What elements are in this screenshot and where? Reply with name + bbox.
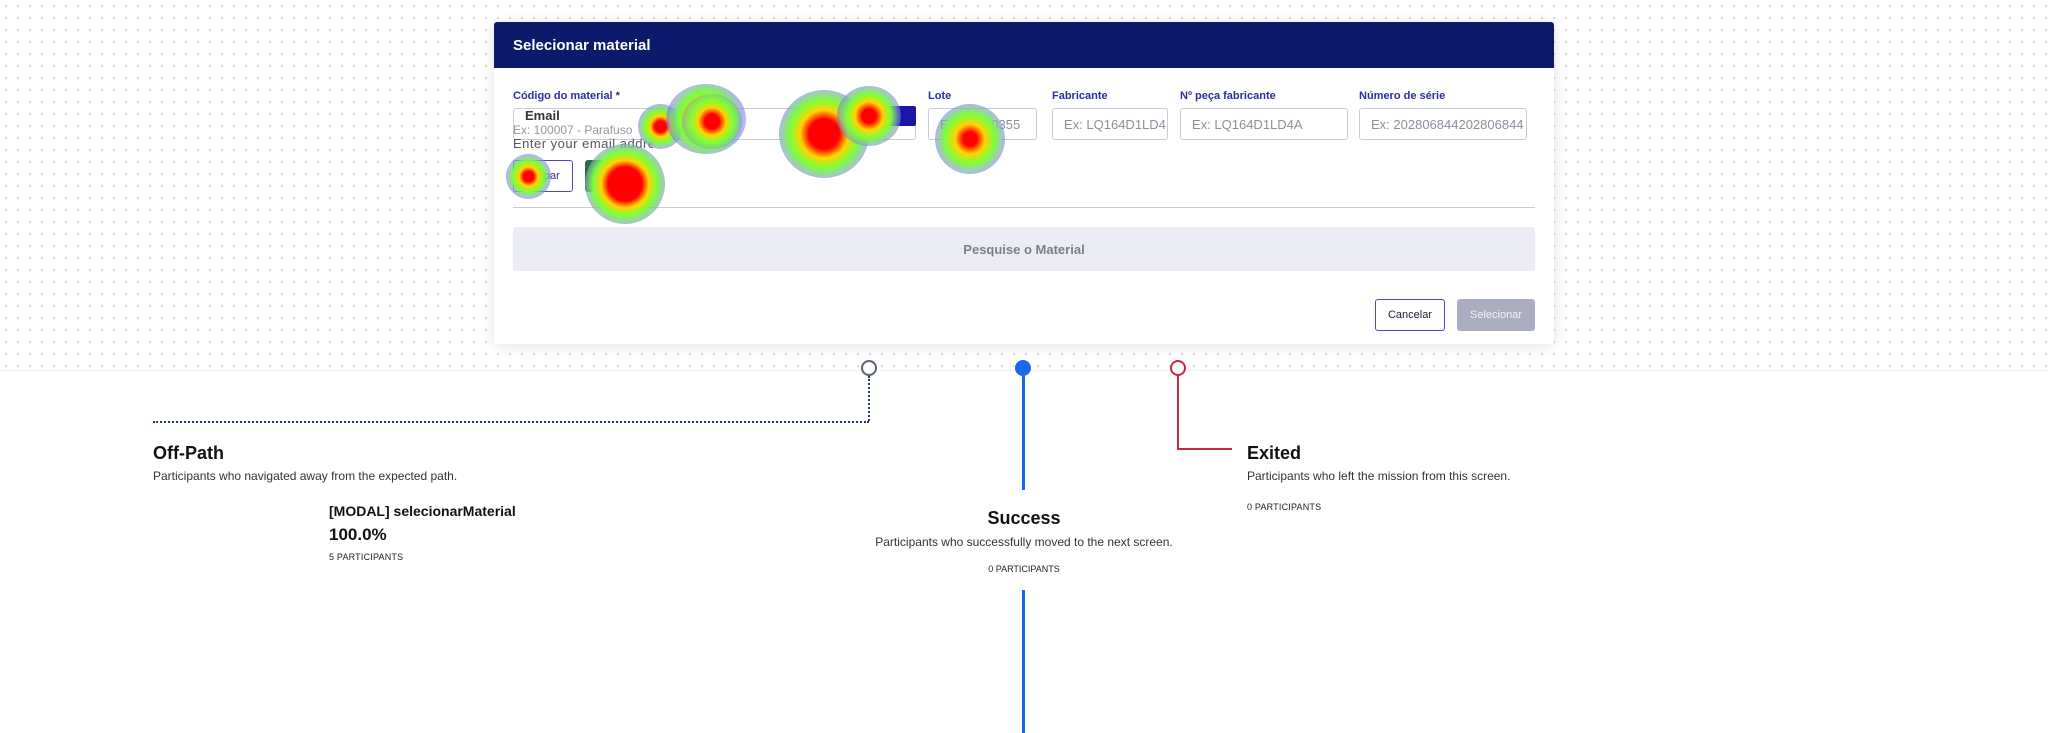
modal-header: Selecionar material [494, 22, 1554, 68]
lote-input[interactable]: Ex: 13260355 [928, 108, 1037, 140]
offpath-title: Off-Path [153, 443, 224, 463]
exited-description: Participants who left the mission from t… [1247, 469, 1511, 483]
exited-node[interactable] [1170, 360, 1186, 376]
search-message: Pesquise o Material [963, 241, 1085, 257]
modal-divider [513, 207, 1535, 208]
offpath-connector-vertical [868, 376, 870, 421]
exited-title: Exited [1247, 443, 1302, 463]
success-title: Success [987, 508, 1061, 528]
offpath-screen-name[interactable]: [MODAL] selecionarMaterial [329, 503, 516, 519]
modal-title: Selecionar material [513, 36, 651, 54]
fabricante-input[interactable]: Ex: LQ164D1LD4 [1052, 108, 1168, 140]
field-serie: Número de série Ex: 202806844202806844 [1359, 90, 1527, 140]
success-participants-row: 0 PARTICIPANTS [0, 564, 2048, 574]
success-connector [1022, 376, 1025, 490]
success-description: Participants who successfully moved to t… [875, 535, 1173, 549]
clear-button-label: Limpar [526, 170, 560, 182]
search-button-label: P [596, 170, 604, 182]
serie-label: Número de série [1359, 90, 1446, 102]
subscribe-button[interactable]: Subscribe [817, 106, 916, 126]
select-button-label: Selecionar [1470, 309, 1522, 321]
serie-input[interactable]: Ex: 202806844202806844 [1359, 108, 1527, 140]
select-button[interactable]: Selecionar [1457, 299, 1535, 331]
peca-label: Nº peça fabricante [1180, 90, 1276, 102]
search-button[interactable]: P [585, 160, 645, 192]
peca-input[interactable]: Ex: LQ164D1LD4A [1180, 108, 1348, 140]
cancel-button[interactable]: Cancelar [1375, 299, 1445, 331]
success-description-row: Participants who successfully moved to t… [0, 535, 2048, 549]
offpath-participants: 5 PARTICIPANTS [329, 552, 404, 562]
success-connector-lower [1022, 590, 1025, 733]
email-overlay-label: Email [525, 108, 560, 123]
lote-label: Lote [928, 90, 952, 102]
field-lote: Lote Ex: 13260355 [928, 90, 1037, 140]
fabricante-label: Fabricante [1052, 90, 1108, 102]
exited-connector-horizontal [1177, 448, 1232, 450]
offpath-connector-horizontal [153, 421, 869, 423]
success-participants: 0 PARTICIPANTS [988, 564, 1060, 574]
offpath-percent: 100.0% [329, 525, 387, 544]
codigo-label: Código do material * [513, 90, 620, 102]
search-results-placeholder: Pesquise o Material [513, 227, 1535, 271]
field-fabricante: Fabricante Ex: LQ164D1LD4 [1052, 90, 1168, 140]
email-overlay-placeholder: Enter your email address [513, 136, 653, 151]
field-peca: Nº peça fabricante Ex: LQ164D1LD4A [1180, 90, 1348, 140]
select-material-modal: Selecionar material Código do material *… [494, 22, 1554, 344]
codigo-placeholder: Ex: 100007 - Parafuso [513, 123, 633, 137]
success-title-row: Success [0, 508, 2048, 529]
clear-button[interactable]: Limpar [513, 160, 573, 192]
exited-connector-vertical [1177, 376, 1179, 449]
email-overlay: Email Ex: 100007 - Parafuso Enter your e… [513, 106, 916, 151]
cancel-button-label: Cancelar [1387, 309, 1433, 321]
offpath-description: Participants who navigated away from the… [153, 469, 458, 483]
offpath-node[interactable] [861, 360, 877, 376]
success-node[interactable] [1015, 360, 1031, 376]
exited-participants: 0 PARTICIPANTS [1247, 502, 1322, 512]
